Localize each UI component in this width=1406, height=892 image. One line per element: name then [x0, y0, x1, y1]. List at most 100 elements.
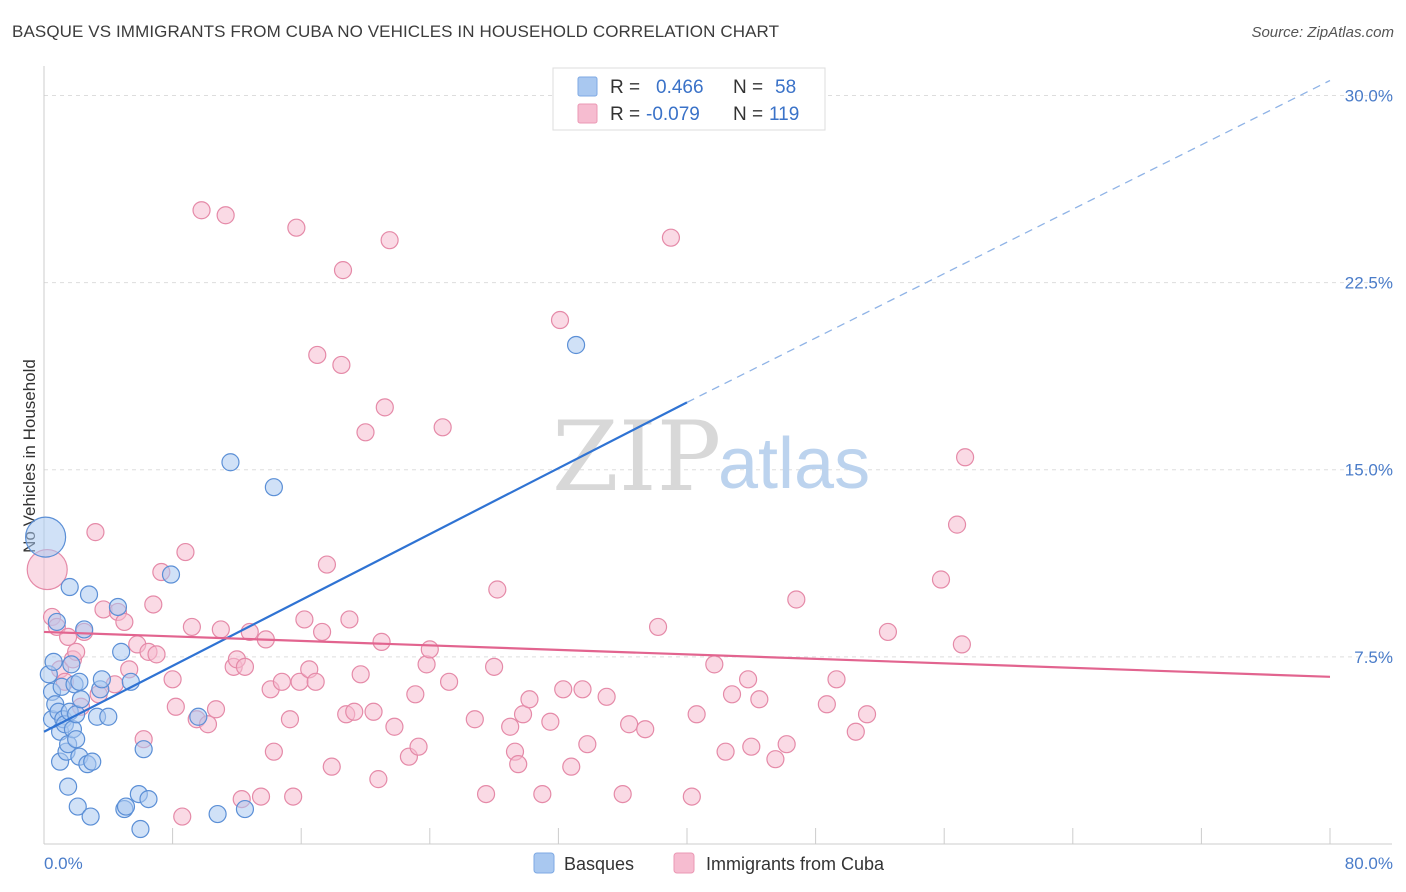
basques-point [71, 690, 91, 709]
cuba-point [417, 655, 436, 674]
correlation-legend: R = 0.466 N = 58 R = -0.079 N = 119 [552, 67, 826, 131]
cuba-point [687, 705, 706, 724]
cuba-point [333, 261, 353, 280]
cuba-point [533, 784, 552, 804]
basques-point [131, 819, 150, 839]
basques-point [68, 797, 87, 816]
cuba-point [385, 717, 404, 736]
cuba-point [433, 418, 452, 437]
basques-point [75, 620, 94, 639]
cuba-point [705, 655, 724, 674]
x-tick-labels: 0.0% 80.0% [44, 854, 1393, 873]
basques-point [108, 597, 128, 617]
cuba-point [620, 715, 639, 734]
cuba-point [406, 685, 425, 704]
x-tick-label: 80.0% [1345, 854, 1393, 873]
source-label: Source: ZipAtlas.com [1251, 24, 1394, 41]
legend-swatch-basques [533, 852, 555, 874]
cuba-point [144, 595, 163, 614]
basques-trend-line [43, 401, 688, 733]
legend-swatch-cuba [577, 103, 598, 124]
cuba-point [345, 702, 364, 721]
cuba-point [857, 705, 877, 724]
cuba-point [86, 523, 105, 542]
data-points [25, 201, 975, 839]
cuba-point [264, 742, 283, 761]
cuba-point [465, 710, 484, 729]
cuba-point [206, 700, 226, 719]
legend-r-value: -0.079 [646, 104, 700, 125]
cuba-point [501, 717, 520, 736]
cuba-point [272, 672, 292, 691]
cuba-point [648, 617, 668, 637]
basques-point [59, 777, 78, 796]
cuba-point [322, 757, 341, 776]
cuba-point [182, 617, 201, 637]
cuba-point [369, 770, 388, 789]
basques-point [44, 652, 63, 671]
cuba-point [380, 231, 399, 250]
cuba-point [340, 610, 359, 629]
basques-point [83, 752, 102, 771]
cuba-point [409, 737, 428, 756]
cuba-point [287, 218, 306, 237]
y-tick-label: 22.5% [1345, 274, 1393, 293]
basques-point [47, 612, 66, 632]
legend-swatch-basques [577, 76, 598, 97]
basques-point [566, 335, 586, 355]
cuba-point [742, 737, 761, 756]
y-tick-label: 15.0% [1345, 461, 1393, 480]
basques-point [99, 707, 118, 726]
grid-lines [44, 94, 1392, 658]
legend-n-value: 58 [775, 77, 796, 98]
basques-point [70, 672, 89, 691]
basques-point [208, 804, 227, 824]
cuba-point [878, 622, 898, 642]
y-tick-labels: 7.5% 15.0% 22.5% 30.0% [1345, 86, 1393, 666]
basques-point [67, 730, 86, 749]
legend-n-label: N = [733, 104, 763, 125]
cuba-point [827, 670, 846, 689]
cuba-point [284, 787, 303, 806]
cuba-point [312, 622, 332, 642]
cuba-point [485, 657, 504, 676]
legend-n-value: 119 [769, 104, 799, 125]
cuba-point [439, 672, 459, 691]
cuba-point [216, 206, 235, 225]
cuba-point [308, 345, 327, 365]
legend-r-value: 0.466 [656, 77, 704, 98]
y-axis-label: No Vehicles in Household [20, 359, 39, 553]
basques-point [116, 797, 136, 816]
cuba-point [211, 620, 230, 639]
cuba-point [351, 665, 370, 684]
cuba-point [750, 690, 769, 709]
cuba-point [488, 580, 507, 599]
basques-point [189, 707, 208, 726]
basques-point [25, 516, 67, 558]
legend-r-label: R = [610, 77, 640, 98]
watermark-atlas: atlas [718, 424, 870, 504]
legend-label-cuba: Immigrants from Cuba [706, 854, 885, 874]
cuba-point [356, 423, 375, 442]
legend-label-basques: Basques [564, 854, 634, 874]
basques-point [81, 807, 100, 826]
cuba-point [541, 712, 560, 731]
cuba-point [578, 735, 597, 754]
basques-point [60, 577, 79, 597]
cuba-point [364, 702, 383, 721]
series-legend: Basques Immigrants from Cuba [533, 852, 885, 874]
cuba-point [573, 680, 592, 699]
cuba-point [716, 742, 735, 761]
chart-title: BASQUE VS IMMIGRANTS FROM CUBA NO VEHICL… [12, 22, 780, 41]
basques-point [134, 740, 153, 759]
cuba-point [476, 784, 496, 804]
cuba-point [420, 640, 439, 659]
y-tick-label: 7.5% [1354, 648, 1393, 667]
cuba-point [332, 355, 351, 375]
cuba-point [235, 657, 255, 676]
basques-point [139, 789, 158, 809]
cuba-point [722, 685, 742, 704]
cuba-point [777, 735, 796, 754]
cuba-point [513, 705, 533, 724]
